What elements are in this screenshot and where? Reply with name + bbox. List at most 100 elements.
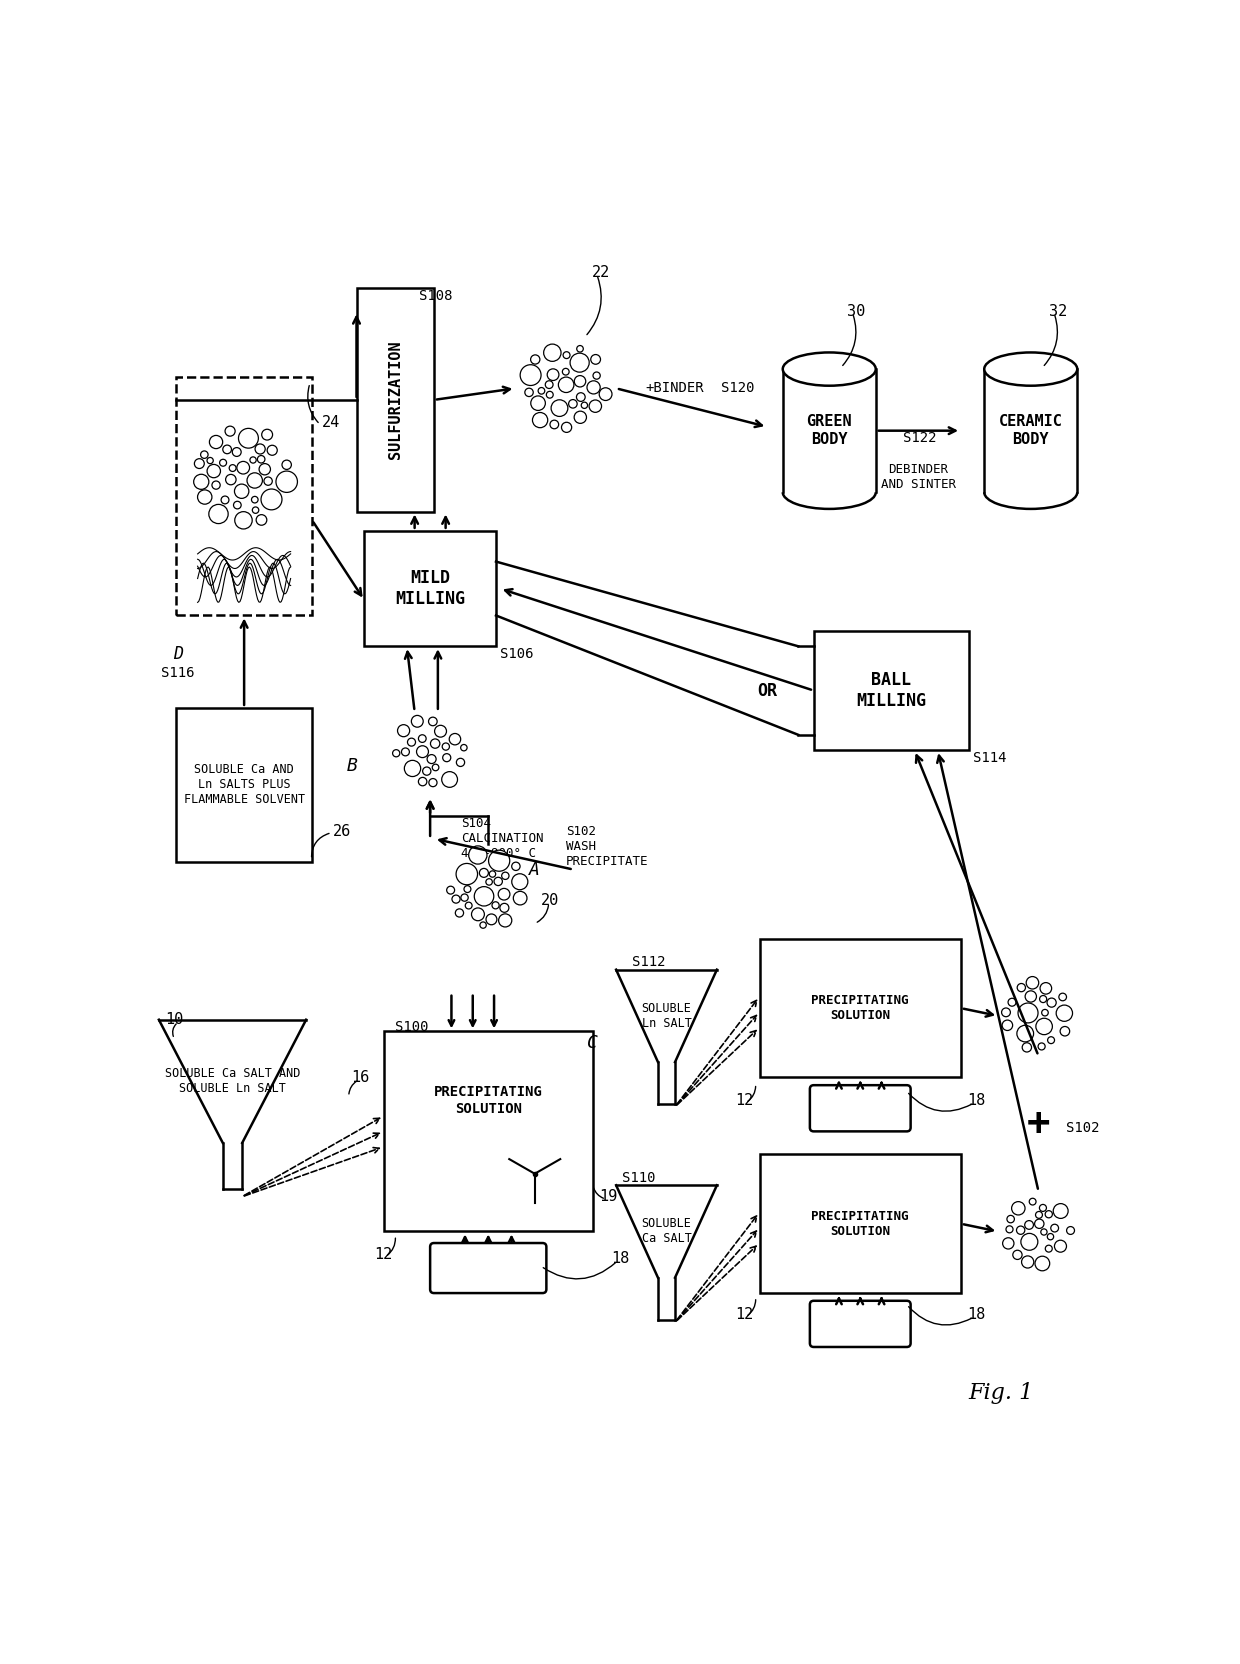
Circle shape <box>1048 1233 1054 1240</box>
Text: S112: S112 <box>631 955 665 968</box>
Circle shape <box>494 877 502 885</box>
Circle shape <box>418 777 427 785</box>
Circle shape <box>221 496 229 504</box>
Text: SOLUBLE
Ca SALT: SOLUBLE Ca SALT <box>641 1218 692 1245</box>
Circle shape <box>427 754 436 764</box>
Text: 12: 12 <box>735 1093 753 1108</box>
Text: 32: 32 <box>1049 305 1066 319</box>
Circle shape <box>257 514 267 526</box>
Text: SOLUBLE Ca SALT AND
SOLUBLE Ln SALT: SOLUBLE Ca SALT AND SOLUBLE Ln SALT <box>165 1067 300 1095</box>
Circle shape <box>547 391 553 398</box>
Text: 10: 10 <box>165 1012 184 1027</box>
Circle shape <box>210 436 223 449</box>
Circle shape <box>258 456 265 463</box>
Circle shape <box>226 474 236 484</box>
Circle shape <box>252 508 259 514</box>
Circle shape <box>456 759 465 767</box>
Circle shape <box>538 388 544 394</box>
Text: 16: 16 <box>351 1070 370 1085</box>
Circle shape <box>492 902 500 909</box>
Circle shape <box>219 459 227 466</box>
Text: 20: 20 <box>541 894 559 909</box>
Circle shape <box>1006 1226 1013 1233</box>
Bar <box>357 288 434 511</box>
Circle shape <box>547 369 559 381</box>
Circle shape <box>582 403 588 408</box>
Bar <box>365 531 496 646</box>
Circle shape <box>562 423 572 433</box>
Text: PRECIPITATING
SOLUTION: PRECIPITATING SOLUTION <box>434 1085 543 1115</box>
Circle shape <box>430 739 440 749</box>
Circle shape <box>1050 1225 1059 1231</box>
Circle shape <box>563 351 570 358</box>
Circle shape <box>1029 1198 1037 1205</box>
Circle shape <box>224 426 236 436</box>
Text: 12: 12 <box>374 1246 393 1261</box>
Circle shape <box>1018 1003 1038 1023</box>
Circle shape <box>449 734 461 745</box>
Circle shape <box>532 413 548 428</box>
Text: PRECIPITATING
SOLUTION: PRECIPITATING SOLUTION <box>811 1210 909 1238</box>
Text: 18: 18 <box>611 1251 629 1266</box>
Circle shape <box>259 464 270 474</box>
FancyBboxPatch shape <box>810 1085 910 1132</box>
Circle shape <box>1060 1027 1070 1037</box>
Bar <box>759 1155 961 1293</box>
Circle shape <box>207 458 213 464</box>
Circle shape <box>423 767 432 775</box>
Circle shape <box>512 862 520 870</box>
Circle shape <box>1040 983 1052 993</box>
Circle shape <box>574 411 587 423</box>
Text: S116: S116 <box>161 666 195 681</box>
Circle shape <box>238 428 258 448</box>
Circle shape <box>469 845 487 864</box>
Circle shape <box>1007 1215 1014 1223</box>
Circle shape <box>234 511 252 529</box>
Circle shape <box>1003 1238 1014 1250</box>
Circle shape <box>1039 995 1047 1003</box>
Text: S100: S100 <box>396 1020 429 1035</box>
Circle shape <box>1025 990 1037 1002</box>
Circle shape <box>260 489 281 509</box>
Text: GREEN
BODY: GREEN BODY <box>806 414 852 448</box>
Text: CERAMIC
BODY: CERAMIC BODY <box>998 414 1063 448</box>
Circle shape <box>1038 1043 1045 1050</box>
Circle shape <box>563 368 569 374</box>
Circle shape <box>441 772 458 787</box>
Circle shape <box>569 399 577 408</box>
Bar <box>383 1032 593 1231</box>
Circle shape <box>489 850 510 872</box>
Circle shape <box>1002 1008 1011 1017</box>
Circle shape <box>434 726 446 737</box>
Circle shape <box>1045 1211 1053 1218</box>
Circle shape <box>1053 1203 1068 1218</box>
Circle shape <box>1017 1025 1034 1042</box>
Circle shape <box>543 344 560 361</box>
Circle shape <box>277 471 298 493</box>
Circle shape <box>262 429 273 439</box>
Text: +BINDER: +BINDER <box>645 381 703 396</box>
Circle shape <box>570 353 589 373</box>
Text: +: + <box>1027 1105 1050 1143</box>
Circle shape <box>525 388 533 396</box>
Circle shape <box>1045 1245 1053 1251</box>
Circle shape <box>456 864 477 885</box>
Circle shape <box>474 887 494 905</box>
Circle shape <box>398 724 409 737</box>
Circle shape <box>574 376 585 388</box>
Circle shape <box>558 378 574 393</box>
Circle shape <box>577 346 583 353</box>
Bar <box>176 376 312 616</box>
Text: PRECIPITATING
SOLUTION: PRECIPITATING SOLUTION <box>811 993 909 1022</box>
Text: S114: S114 <box>972 750 1006 765</box>
Circle shape <box>461 894 469 902</box>
Circle shape <box>531 354 539 364</box>
Circle shape <box>577 393 585 401</box>
Circle shape <box>433 764 439 770</box>
Ellipse shape <box>782 353 875 386</box>
Circle shape <box>207 464 221 478</box>
Circle shape <box>443 742 449 750</box>
Circle shape <box>232 448 241 456</box>
Circle shape <box>195 459 205 469</box>
Text: S102: S102 <box>1065 1120 1099 1135</box>
